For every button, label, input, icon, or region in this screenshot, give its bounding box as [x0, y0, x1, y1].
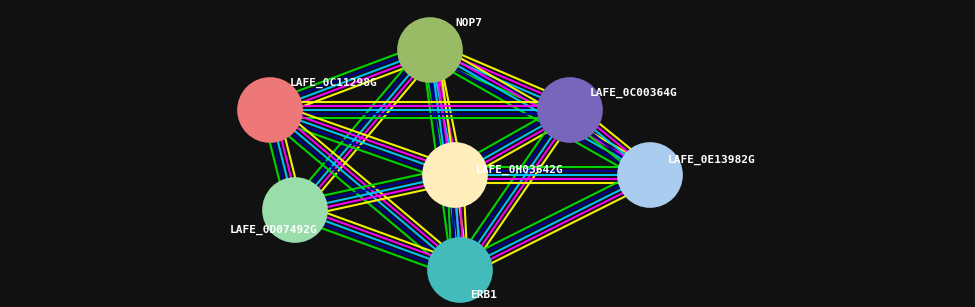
- Text: NOP7: NOP7: [455, 18, 482, 28]
- Text: LAFE_0C00364G: LAFE_0C00364G: [590, 88, 678, 98]
- Text: ERB1: ERB1: [470, 290, 497, 300]
- Text: LAFE_0D07492G: LAFE_0D07492G: [230, 225, 318, 235]
- Circle shape: [398, 18, 462, 82]
- Circle shape: [428, 238, 492, 302]
- Text: LAFE_0C11298G: LAFE_0C11298G: [290, 78, 377, 88]
- Circle shape: [263, 178, 327, 242]
- Text: LAFE_0E13982G: LAFE_0E13982G: [668, 155, 756, 165]
- Text: LAFE_0H03642G: LAFE_0H03642G: [476, 165, 564, 175]
- Circle shape: [538, 78, 602, 142]
- Circle shape: [423, 143, 487, 207]
- Circle shape: [238, 78, 302, 142]
- Circle shape: [618, 143, 682, 207]
